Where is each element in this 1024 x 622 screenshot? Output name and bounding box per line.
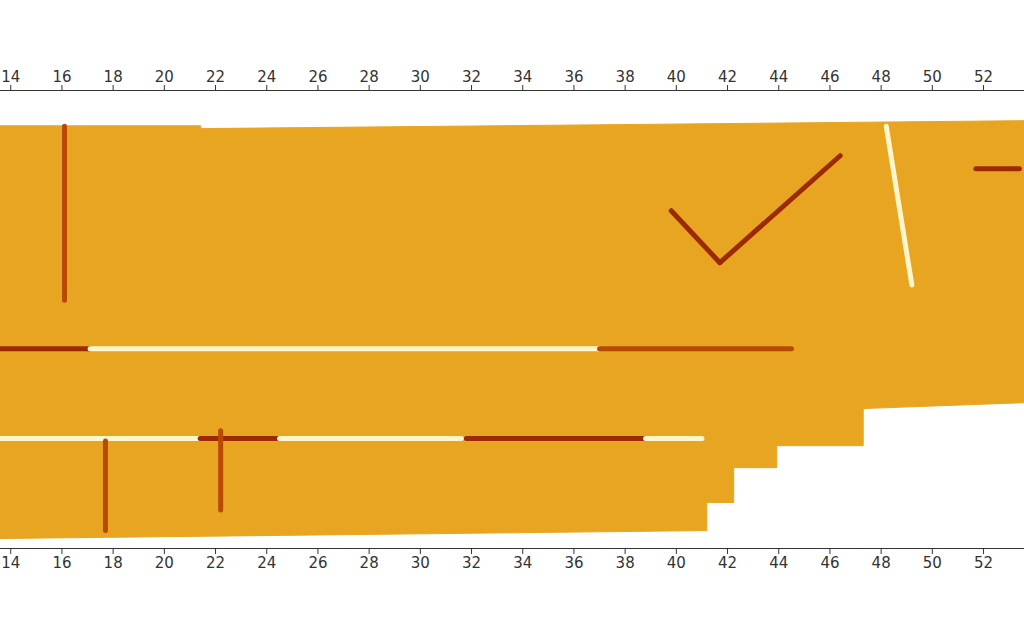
svg-text:50: 50 [923, 554, 942, 572]
svg-text:18: 18 [104, 554, 123, 572]
svg-text:50: 50 [923, 68, 942, 86]
svg-text:26: 26 [308, 554, 327, 572]
svg-text:52: 52 [974, 68, 993, 86]
svg-text:34: 34 [513, 554, 532, 572]
svg-text:14: 14 [1, 68, 20, 86]
svg-text:38: 38 [616, 554, 635, 572]
svg-text:24: 24 [257, 68, 276, 86]
svg-text:36: 36 [564, 554, 583, 572]
svg-text:32: 32 [462, 554, 481, 572]
svg-text:46: 46 [820, 554, 839, 572]
svg-text:24: 24 [257, 554, 276, 572]
svg-text:44: 44 [769, 68, 788, 86]
svg-text:44: 44 [769, 554, 788, 572]
svg-text:14: 14 [1, 554, 20, 572]
svg-text:38: 38 [616, 68, 635, 86]
svg-text:40: 40 [667, 554, 686, 572]
svg-text:48: 48 [872, 68, 891, 86]
svg-text:40: 40 [667, 68, 686, 86]
svg-text:22: 22 [206, 68, 225, 86]
svg-text:30: 30 [411, 68, 430, 86]
svg-text:30: 30 [411, 554, 430, 572]
svg-text:28: 28 [360, 554, 379, 572]
svg-text:32: 32 [462, 68, 481, 86]
svg-text:48: 48 [872, 554, 891, 572]
svg-text:20: 20 [155, 554, 174, 572]
svg-text:46: 46 [820, 68, 839, 86]
svg-text:52: 52 [974, 554, 993, 572]
svg-text:16: 16 [52, 68, 71, 86]
svg-text:42: 42 [718, 68, 737, 86]
svg-text:18: 18 [104, 68, 123, 86]
svg-text:34: 34 [513, 68, 532, 86]
svg-text:36: 36 [564, 68, 583, 86]
svg-text:42: 42 [718, 554, 737, 572]
svg-text:20: 20 [155, 68, 174, 86]
svg-text:16: 16 [52, 554, 71, 572]
svg-text:26: 26 [308, 68, 327, 86]
svg-text:22: 22 [206, 554, 225, 572]
svg-text:28: 28 [360, 68, 379, 86]
